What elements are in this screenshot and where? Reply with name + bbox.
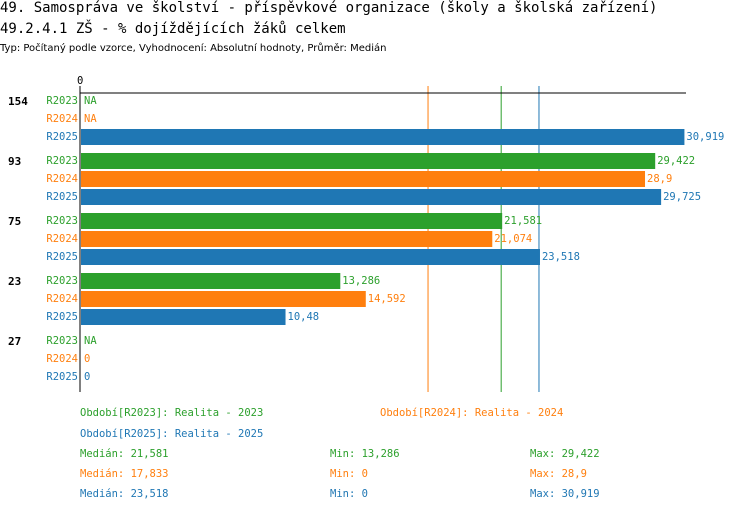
data-label-75-r2024: 21,074	[494, 233, 532, 245]
stat-median-r2023: Medián: 21,581	[80, 448, 169, 460]
series-label-r2025: R2025	[46, 131, 78, 143]
stat-max-r2025: Max: 30,919	[530, 488, 600, 500]
data-label-93-r2025: 29,725	[663, 191, 701, 203]
series-label-r2025: R2025	[46, 311, 78, 323]
data-label-23-r2024: 14,592	[368, 293, 406, 305]
series-label-r2024: R2024	[46, 113, 78, 125]
bar-23-r2024	[81, 291, 366, 307]
series-label-r2024: R2024	[46, 233, 78, 245]
legend-period-2024: Období[R2024]: Realita - 2024	[380, 407, 564, 419]
data-label-75-r2025: 23,518	[542, 251, 580, 263]
stat-min-r2025: Min: 0	[330, 488, 368, 500]
series-label-r2024: R2024	[46, 353, 78, 365]
bar-93-r2023	[81, 153, 656, 169]
axis-zero-label: 0	[77, 75, 83, 87]
bar-93-r2024	[81, 171, 646, 187]
group-label-75: 75	[8, 215, 21, 228]
bar-23-r2025	[81, 309, 286, 325]
stat-max-r2023: Max: 29,422	[530, 448, 600, 460]
series-label-r2023: R2023	[46, 275, 78, 287]
group-label-27: 27	[8, 335, 21, 348]
data-label-23-r2023: 13,286	[342, 275, 380, 287]
series-label-r2025: R2025	[46, 191, 78, 203]
legend-period-2023: Období[R2023]: Realita - 2023	[80, 407, 264, 419]
bar-75-r2023	[81, 213, 503, 229]
group-label-93: 93	[8, 155, 21, 168]
stat-min-r2023: Min: 13,286	[330, 448, 400, 460]
group-label-23: 23	[8, 275, 21, 288]
bar-75-r2024	[81, 231, 493, 247]
legend-period-2025: Období[R2025]: Realita - 2025	[80, 428, 264, 440]
stat-min-r2024: Min: 0	[330, 468, 368, 480]
data-label-75-r2023: 21,581	[504, 215, 542, 227]
data-label-93-r2024: 28,9	[647, 173, 672, 185]
data-label-154-r2023: NA	[84, 95, 97, 107]
bar-75-r2025	[81, 249, 540, 265]
data-label-27-r2024: 0	[84, 353, 90, 365]
chart-title: 49. Samospráva ve školství - příspěvkové…	[0, 0, 658, 16]
series-label-r2024: R2024	[46, 293, 78, 305]
data-label-154-r2024: NA	[84, 113, 97, 125]
data-label-27-r2025: 0	[84, 371, 90, 383]
chart-subtitle-code: 49.2.4.1 ZŠ - % dojíždějících žáků celke…	[0, 21, 346, 37]
stat-median-r2025: Medián: 23,518	[80, 488, 169, 500]
series-label-r2023: R2023	[46, 155, 78, 167]
series-label-r2023: R2023	[46, 335, 78, 347]
data-label-93-r2023: 29,422	[657, 155, 695, 167]
bar-chart: 0 154 R2023 NA R2024 NA R2025 30,919 93 R2023 29,4…	[8, 75, 724, 392]
bar-93-r2025	[81, 189, 662, 205]
bar-154-r2025	[81, 129, 685, 145]
data-label-154-r2025: 30,919	[686, 131, 724, 143]
series-label-r2025: R2025	[46, 371, 78, 383]
data-label-27-r2023: NA	[84, 335, 97, 347]
stat-median-r2024: Medián: 17,833	[80, 468, 169, 480]
bar-23-r2023	[81, 273, 341, 289]
series-label-r2023: R2023	[46, 95, 78, 107]
chart-description: Typ: Počítaný podle vzorce, Vyhodnocení:…	[0, 43, 387, 54]
series-label-r2025: R2025	[46, 251, 78, 263]
series-label-r2023: R2023	[46, 215, 78, 227]
group-label-154: 154	[8, 95, 28, 108]
stat-max-r2024: Max: 28,9	[530, 468, 587, 480]
data-label-23-r2025: 10,48	[288, 311, 320, 323]
series-label-r2024: R2024	[46, 173, 78, 185]
